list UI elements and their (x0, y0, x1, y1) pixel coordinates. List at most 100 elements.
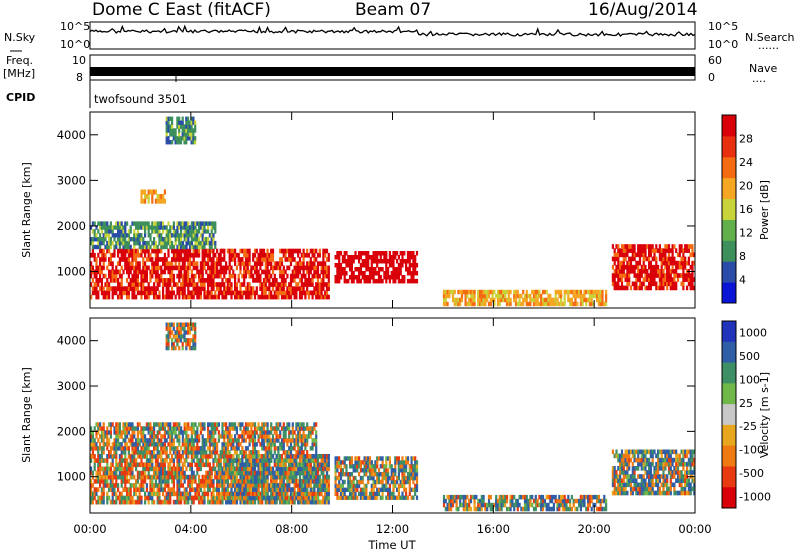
heatmap-cell (201, 269, 204, 275)
heatmap-cell (120, 446, 123, 451)
heatmap-cell (255, 470, 258, 476)
heatmap-cell (273, 495, 276, 501)
heatmap-cell (248, 466, 251, 472)
heatmap-cell (199, 495, 202, 501)
heatmap-cell (545, 301, 548, 307)
heatmap-cell (282, 491, 285, 497)
heatmap-cell (284, 495, 287, 501)
heatmap-cell (142, 290, 145, 296)
heatmap-cell (588, 297, 591, 303)
heatmap-cell (275, 458, 278, 463)
heatmap-cell (468, 297, 471, 303)
heatmap-cell (108, 261, 111, 266)
heatmap-cell (144, 221, 147, 226)
heatmap-cell (239, 499, 242, 505)
heatmap-cell (179, 140, 183, 145)
heatmap-cell (223, 257, 226, 262)
heatmap-cell (651, 244, 654, 249)
heatmap-cell (279, 248, 282, 254)
heatmap-cell (196, 252, 199, 258)
heatmap-cell (174, 294, 177, 300)
heatmap-cell (237, 462, 240, 468)
heatmap-cell (322, 248, 325, 254)
heatmap-cell (117, 237, 120, 242)
heatmap-cell (414, 483, 417, 489)
heatmap-cell (243, 491, 246, 497)
heatmap-cell (541, 289, 545, 295)
heatmap-cell (153, 487, 156, 492)
heatmap-cell (289, 261, 293, 266)
heatmap-cell (135, 252, 138, 258)
heatmap-cell (399, 464, 402, 469)
heatmap-cell (192, 132, 195, 137)
heatmap-cell (129, 487, 132, 492)
heatmap-cell (113, 273, 116, 279)
heatmap-cell (336, 255, 339, 260)
heatmap-cell (232, 252, 235, 258)
heatmap-cell (234, 487, 237, 492)
heatmap-cell (138, 282, 141, 287)
heatmap-cell (149, 273, 152, 279)
heatmap-cell (250, 458, 253, 463)
heatmap-cell (124, 479, 127, 484)
heatmap-cell (160, 474, 163, 480)
heatmap-cell (691, 281, 694, 287)
heatmap-cell (95, 244, 98, 250)
heatmap-cell (99, 474, 102, 480)
heatmap-cell (549, 301, 552, 307)
heatmap-cell (350, 275, 353, 280)
heatmap-cell (644, 252, 647, 258)
heatmap-cell (126, 265, 129, 271)
heatmap-cell (183, 278, 186, 283)
heatmap-cell (180, 273, 183, 279)
heatmap-cell (336, 456, 339, 461)
heatmap-cell (381, 472, 384, 477)
heatmap-cell (298, 265, 302, 271)
heatmap-cell (178, 240, 181, 246)
heatmap-cell (203, 252, 206, 258)
heatmap-cell (183, 282, 186, 287)
heatmap-cell (201, 229, 204, 234)
heatmap-cell (147, 194, 150, 200)
heatmap-cell (415, 475, 419, 481)
heatmap-cell (226, 248, 229, 254)
heatmap-cell (122, 248, 125, 254)
heatmap-cell (136, 233, 139, 238)
heatmap-cell (264, 286, 267, 291)
heatmap-cell (397, 468, 400, 473)
heatmap-cell (638, 260, 642, 266)
heatmap-cell (638, 277, 642, 282)
heatmap-cell (257, 487, 260, 492)
heatmap-cell (207, 229, 210, 234)
heatmap-cell (118, 273, 121, 279)
heatmap-cell (367, 468, 370, 473)
heatmap-cell (277, 466, 280, 472)
heatmap-cell (189, 479, 192, 484)
heatmap-cell (327, 257, 330, 262)
heatmap-cell (286, 273, 289, 279)
heatmap-cell (410, 271, 413, 276)
heatmap-cell (270, 290, 273, 296)
heatmap-cell (232, 248, 235, 254)
heatmap-cell (199, 290, 202, 296)
heatmap-cell (289, 282, 293, 287)
heatmap-cell (365, 255, 368, 260)
heatmap-cell (198, 466, 201, 472)
heatmap-cell (315, 290, 318, 296)
heatmap-cell (406, 271, 410, 276)
heatmap-cell (212, 261, 215, 266)
heatmap-cell (622, 264, 625, 270)
heatmap-cell (192, 248, 195, 254)
heatmap-cell (252, 495, 255, 501)
heatmap-cell (172, 248, 175, 254)
heatmap-cell (354, 255, 357, 260)
heatmap-cell (140, 237, 143, 242)
heatmap-cell (214, 221, 217, 226)
heatmap-cell (133, 426, 136, 431)
heatmap-cell (140, 194, 143, 200)
heatmap-cell (241, 290, 244, 296)
heatmap-cell (302, 290, 305, 296)
heatmap-cell (104, 273, 107, 279)
heatmap-cell (309, 261, 312, 266)
heatmap-cell (153, 221, 156, 226)
